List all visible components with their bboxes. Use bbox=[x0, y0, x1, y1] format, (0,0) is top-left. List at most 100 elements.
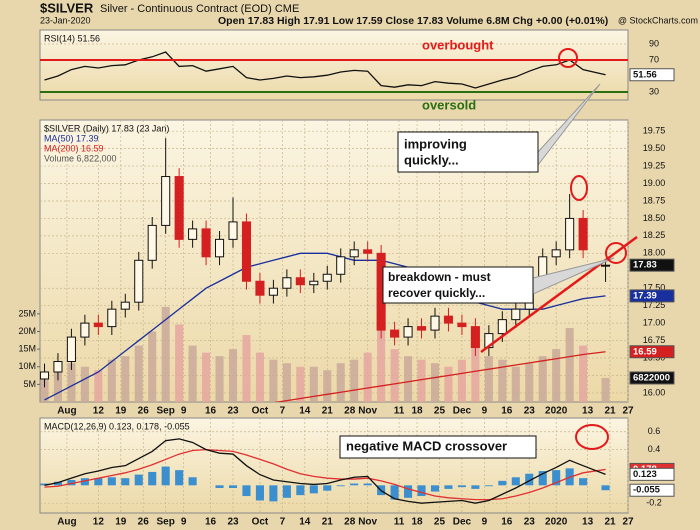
y-tick-label: 19.25 bbox=[643, 160, 666, 170]
series-line bbox=[44, 438, 606, 504]
candle-body bbox=[416, 326, 427, 331]
x-tick-label: 7 bbox=[280, 406, 286, 417]
volume-bar bbox=[350, 359, 359, 402]
x-tick-label: 13 bbox=[582, 517, 594, 528]
x-tick-label: 19 bbox=[115, 517, 127, 528]
candle-body bbox=[457, 322, 467, 328]
x-tick-label: 23 bbox=[524, 517, 536, 528]
callout-text: improving bbox=[404, 136, 467, 151]
x-tick-label: 26 bbox=[138, 406, 150, 417]
candle-body bbox=[66, 336, 76, 363]
candle-body bbox=[363, 249, 373, 254]
y-tick-label: 70 bbox=[649, 54, 659, 64]
volume-bar bbox=[579, 345, 588, 402]
candle-body bbox=[40, 371, 50, 380]
highlight-circle bbox=[575, 424, 609, 450]
callout-text: quickly... bbox=[404, 152, 459, 167]
x-tick-label: Aug bbox=[57, 517, 76, 528]
callout-box bbox=[382, 266, 534, 304]
instrument-name: Silver - Continuous Contract (EOD) CME bbox=[100, 3, 299, 15]
last-value-label: 6822000 bbox=[633, 372, 670, 383]
x-tick-label: 28 bbox=[344, 517, 356, 528]
symbol: $SILVER bbox=[40, 0, 94, 15]
histogram-bar bbox=[601, 485, 610, 491]
y-tick-label: 16.75 bbox=[643, 335, 666, 345]
x-tick-label: 23 bbox=[524, 406, 536, 417]
histogram-bar bbox=[309, 485, 318, 494]
x-tick-label: 23 bbox=[227, 517, 239, 528]
volume-bar bbox=[430, 363, 440, 402]
histogram-bar bbox=[363, 483, 372, 486]
y-tick-label: 19.00 bbox=[643, 178, 666, 188]
last-value-box bbox=[629, 467, 675, 481]
y2-tick-label: 20M bbox=[18, 326, 36, 336]
x-tick-label: 11 bbox=[394, 517, 405, 528]
candle-body bbox=[93, 322, 103, 328]
histogram-bar bbox=[498, 480, 507, 486]
y-tick-label: 18.00 bbox=[643, 248, 666, 258]
x-tick-label: 9 bbox=[482, 406, 488, 417]
y-tick-label: 17.25 bbox=[643, 300, 666, 310]
legend-entry: MACD(12,26,9) 0.123, 0.178, -0.055 bbox=[44, 421, 190, 431]
histogram-bar bbox=[134, 474, 143, 486]
histogram-bar bbox=[525, 473, 534, 486]
candle-body bbox=[551, 249, 561, 258]
candle-body bbox=[201, 228, 211, 258]
volume-bar bbox=[67, 363, 76, 402]
volume-bar bbox=[161, 306, 170, 402]
volume-bar bbox=[148, 331, 157, 402]
candle-body bbox=[268, 287, 278, 296]
volume-bar bbox=[377, 324, 386, 402]
x-tick-label: 9 bbox=[482, 517, 488, 528]
legend-entry: MA(50) 17.39 bbox=[44, 133, 99, 143]
quote: Open 17.83 High 17.91 Low 17.59 Close 17… bbox=[218, 15, 608, 27]
highlight-circle bbox=[558, 48, 578, 68]
plot-area bbox=[39, 417, 629, 514]
x-tick-label: 21 bbox=[322, 406, 334, 417]
histogram-bar bbox=[188, 477, 197, 486]
volume-bar bbox=[538, 356, 547, 402]
x-tick-label: Nov bbox=[358, 406, 377, 417]
candle-body bbox=[295, 277, 305, 286]
volume-bar bbox=[53, 370, 62, 402]
credit: @ StockCharts.com bbox=[618, 15, 698, 25]
y-tick-label: 18.75 bbox=[643, 195, 666, 205]
histogram-bar bbox=[538, 471, 547, 486]
candle-body bbox=[255, 280, 265, 296]
series-line bbox=[44, 252, 606, 401]
volume-bar bbox=[175, 324, 184, 402]
x-tick-label: 16 bbox=[501, 517, 513, 528]
candle-body bbox=[430, 315, 440, 331]
histogram-bar bbox=[336, 485, 345, 487]
volume-bar bbox=[323, 370, 332, 402]
reference-label: oversold bbox=[422, 97, 476, 112]
volume-bar bbox=[498, 359, 507, 402]
x-tick-label: 9 bbox=[181, 517, 187, 528]
callout-text: recover quickly... bbox=[388, 286, 485, 300]
volume-bar bbox=[457, 359, 466, 402]
y-tick-label: 19.75 bbox=[643, 126, 666, 136]
last-value-box bbox=[629, 371, 675, 385]
legend-entry: Volume 6,822,000 bbox=[44, 153, 117, 163]
volume-bar bbox=[188, 345, 197, 402]
x-tick-label: 21 bbox=[322, 517, 334, 528]
candle-body bbox=[161, 176, 171, 226]
histogram-bar bbox=[511, 477, 520, 486]
histogram-bar bbox=[350, 483, 359, 486]
volume-bar bbox=[309, 366, 318, 402]
candle-body bbox=[309, 280, 319, 286]
x-tick-label: 28 bbox=[344, 406, 356, 417]
x-tick-label: 14 bbox=[299, 517, 311, 528]
x-tick-label: 16 bbox=[205, 406, 217, 417]
y-tick-label: 16.00 bbox=[643, 387, 666, 397]
x-tick-label: 18 bbox=[411, 517, 423, 528]
histogram-bar bbox=[444, 485, 453, 489]
histogram-bar bbox=[296, 485, 305, 496]
series-line bbox=[44, 448, 606, 501]
candle-body bbox=[107, 308, 117, 328]
x-tick-label: Sep bbox=[157, 517, 175, 528]
histogram-bar bbox=[471, 485, 480, 489]
volume-bar bbox=[404, 356, 413, 402]
y-tick-label: 17.00 bbox=[643, 317, 666, 327]
